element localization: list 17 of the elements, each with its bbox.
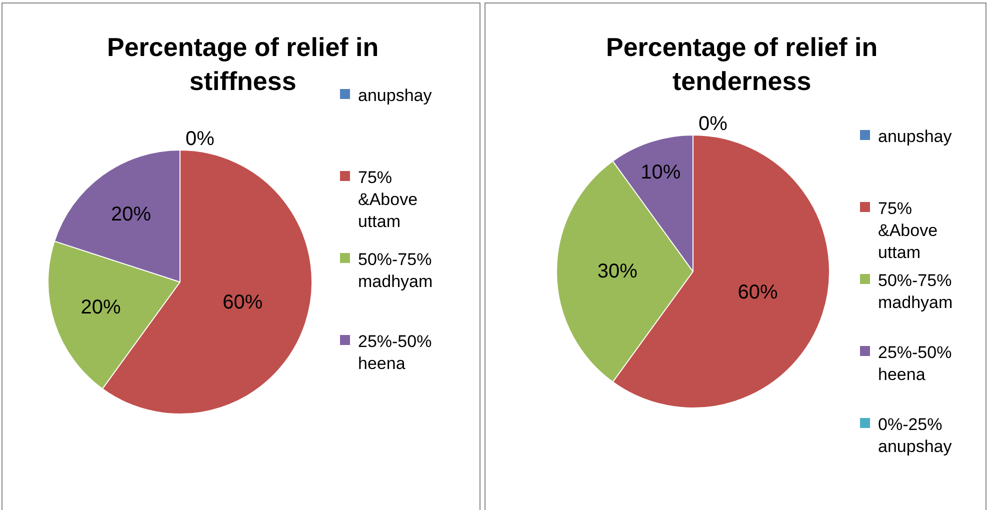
legend-label: 25%-50% heena [358, 332, 432, 374]
legend-label: 75% &Above uttam [878, 199, 938, 262]
legend-label: 50%-75% madhyam [878, 271, 953, 312]
legend-label: 0%-25% anupshay [878, 415, 952, 456]
text: 0% [698, 113, 728, 135]
legend-label: 50%-75% madhyam [358, 250, 433, 292]
data-label: 60% [222, 291, 263, 314]
data-label: 20% [80, 296, 122, 319]
data-label: 10% [640, 161, 681, 184]
legend-label: anupshay [878, 127, 952, 146]
data-label: 60% [738, 282, 778, 304]
legend-label: 25%-50% heena [878, 343, 952, 384]
legend-label: 75% &Above uttam [358, 168, 418, 232]
text: 0% [186, 128, 214, 150]
data-label: 30% [597, 260, 638, 282]
chart-title: Percentage of relief in tenderness [606, 32, 878, 96]
data-label: 20% [111, 204, 152, 226]
